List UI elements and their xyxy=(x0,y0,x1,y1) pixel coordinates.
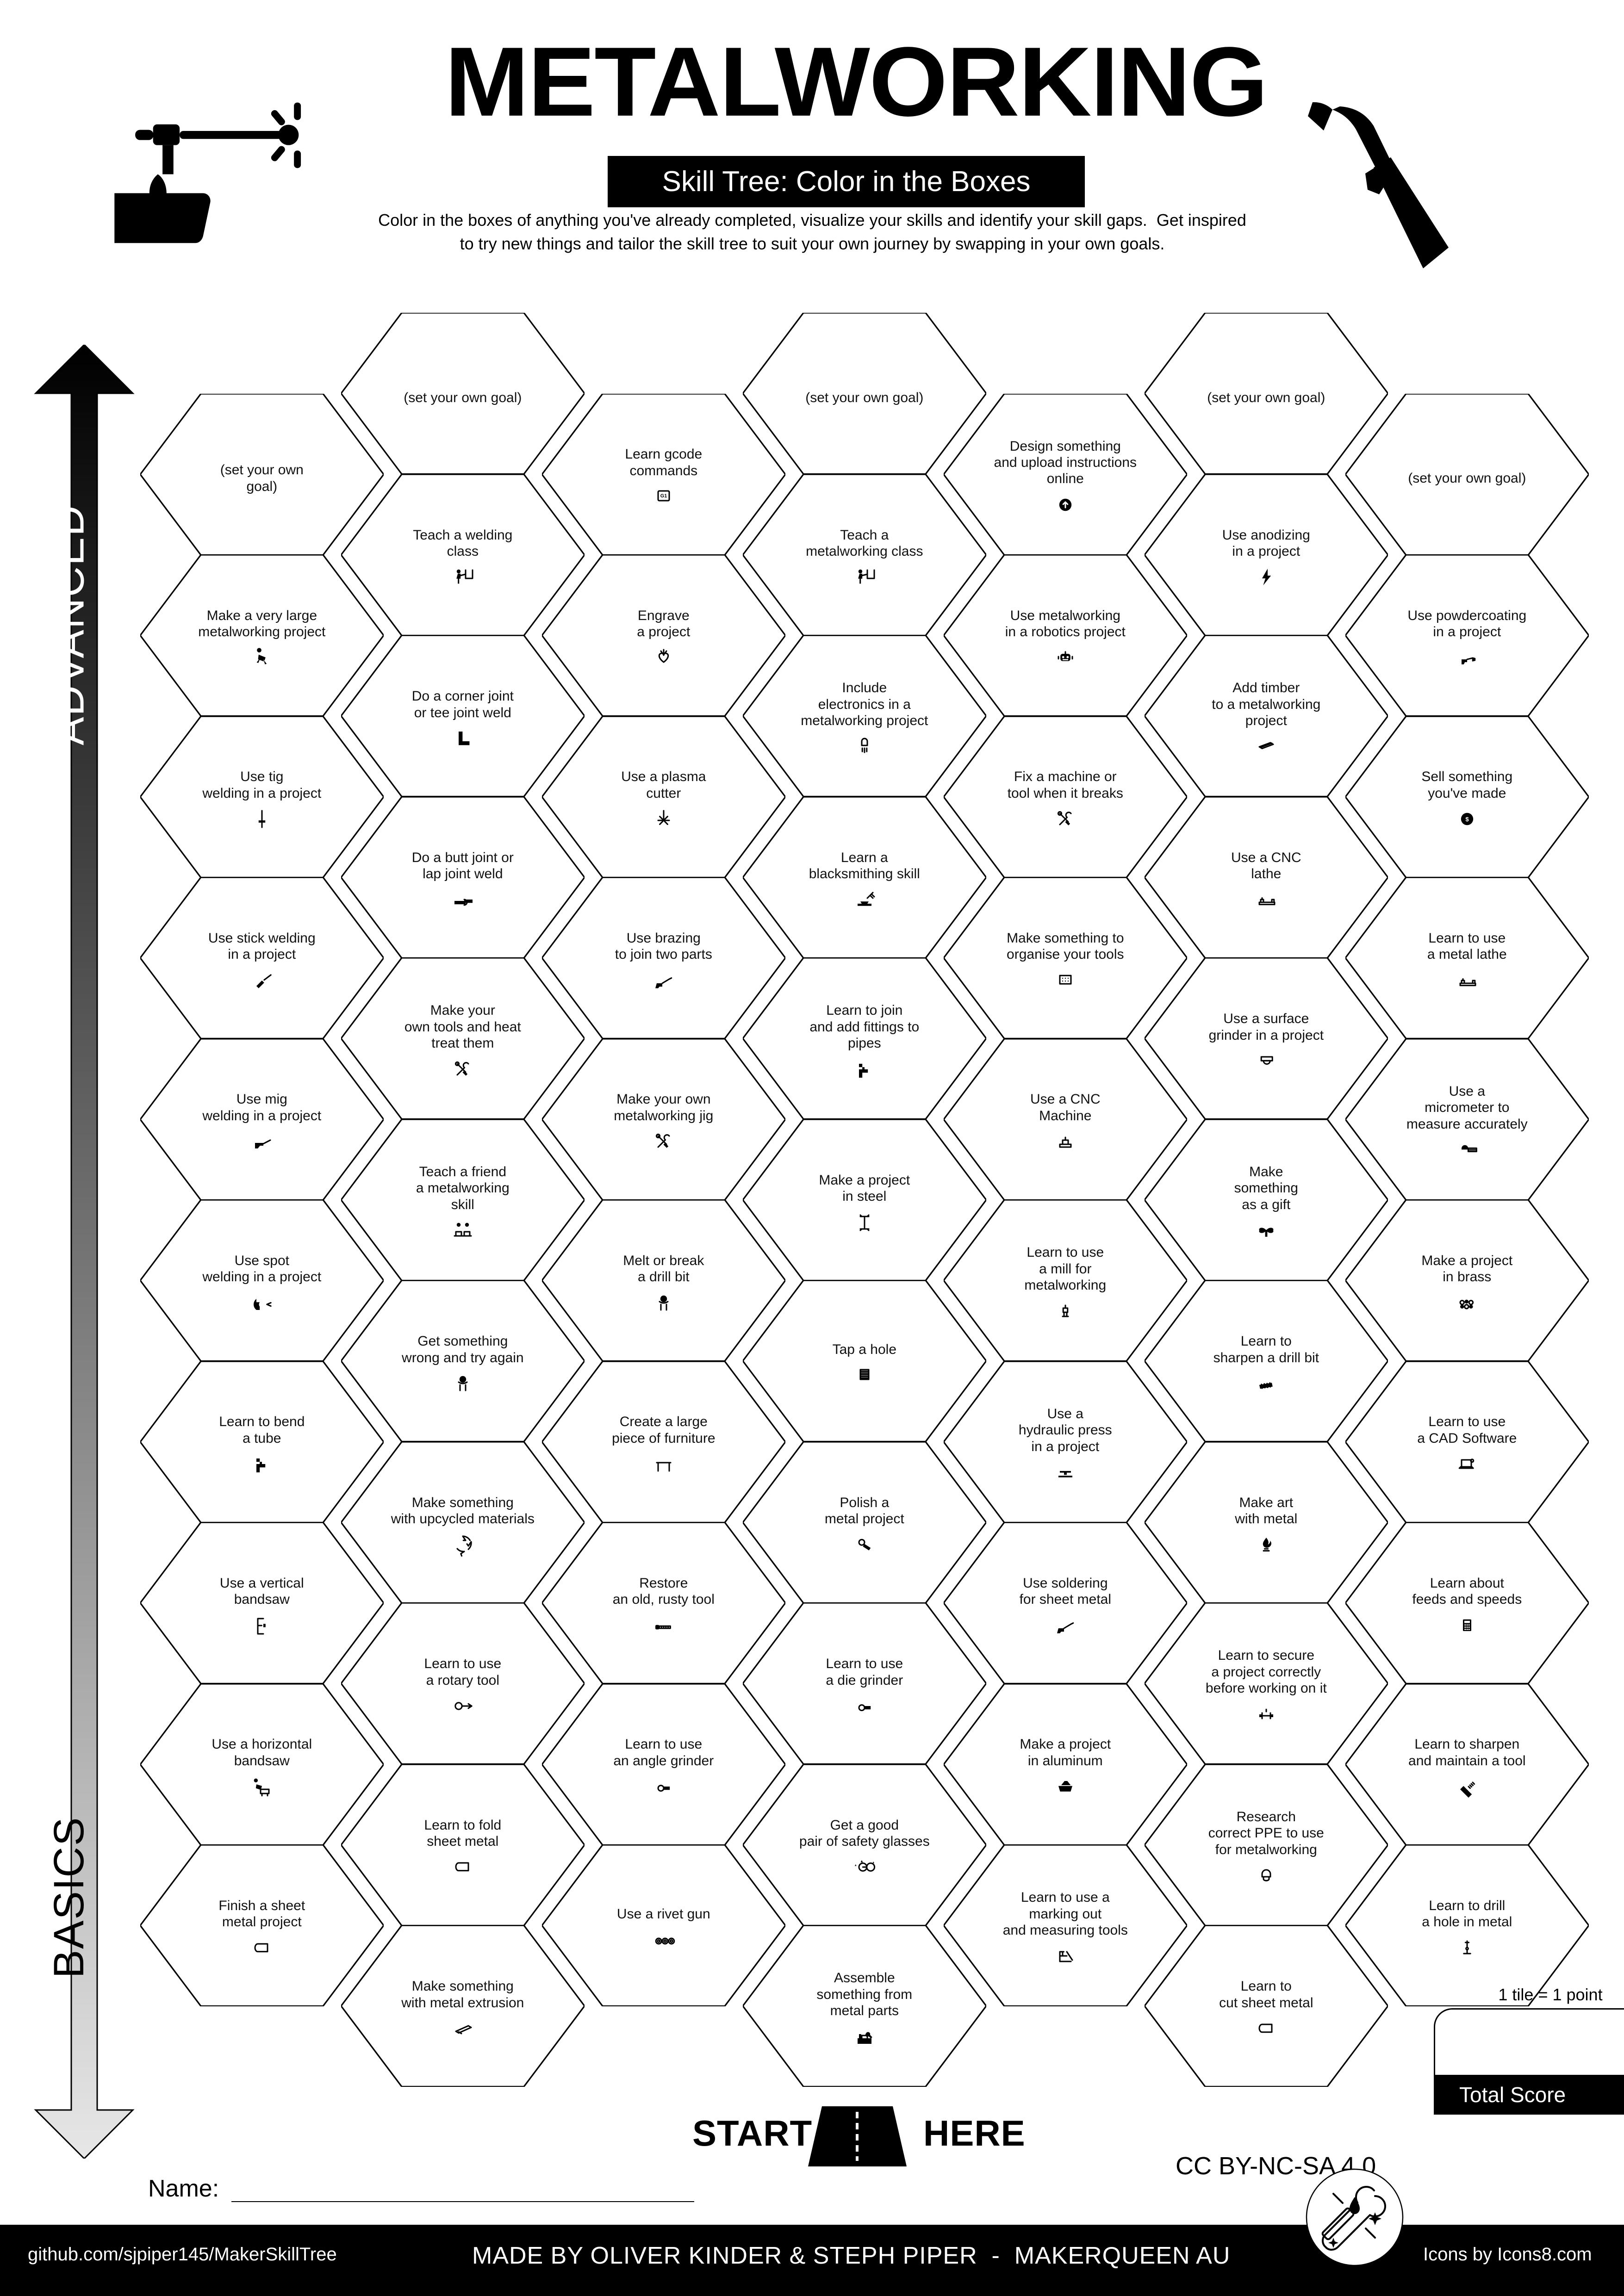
svg-text:G1: G1 xyxy=(660,493,667,499)
svg-text:$: $ xyxy=(1465,816,1469,823)
